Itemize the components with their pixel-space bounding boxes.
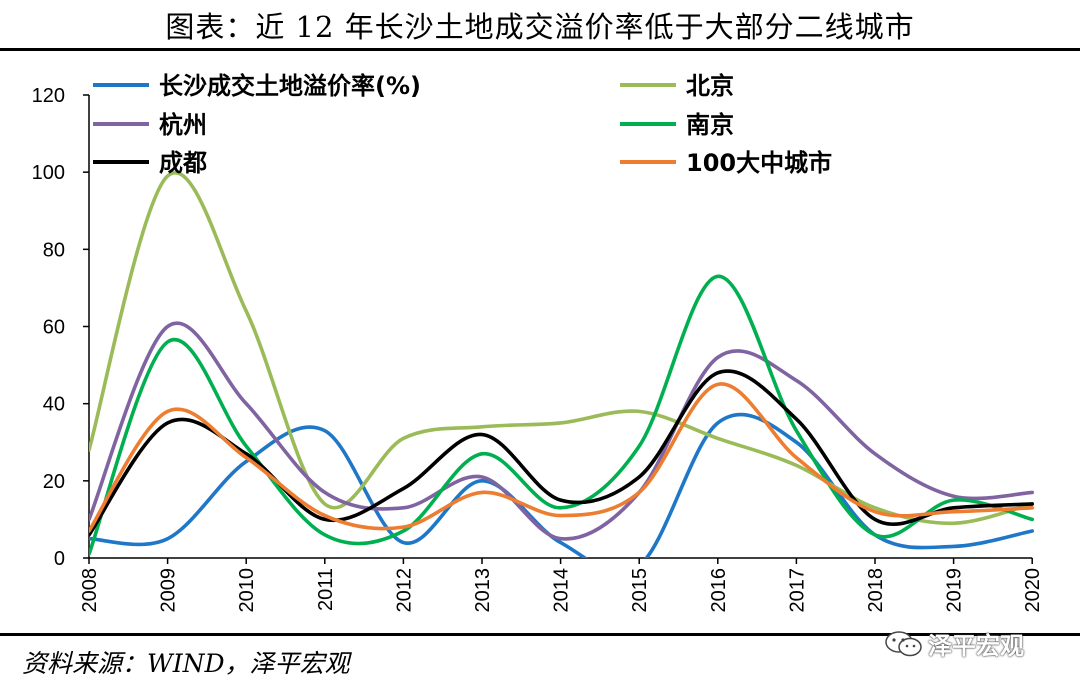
series-line-4 — [89, 369, 1034, 537]
y-tick-label: 60 — [43, 317, 65, 339]
series-line-1 — [89, 171, 1034, 526]
top-rule — [0, 48, 1080, 51]
y-tick-label: 80 — [43, 239, 65, 261]
y-tick-label: 120 — [32, 85, 65, 107]
watermark-text: 泽平宏观 — [928, 632, 1024, 660]
series-line-2 — [89, 321, 1034, 541]
legend-label-1: 北京 — [686, 72, 734, 100]
x-tick-label: 2011 — [315, 568, 337, 611]
wechat-icon — [885, 630, 922, 656]
x-tick-label: 2009 — [158, 568, 180, 613]
x-tick-label: 2018 — [865, 568, 887, 613]
series-line-0 — [89, 412, 1034, 558]
bottom-rule — [0, 633, 1080, 636]
line-chart: 0 20 40 60 80 100 120 2008 2009 2010 2011 2012 2013 2… — [32, 72, 1045, 613]
y-tick-label: 0 — [54, 548, 65, 570]
x-tick-label: 2008 — [79, 568, 101, 613]
x-tick-label: 2015 — [629, 568, 651, 613]
legend-label-3: 南京 — [686, 111, 734, 139]
source-note: 资料来源：WIND，泽平宏观 — [22, 649, 350, 678]
series-line-3 — [89, 274, 1034, 556]
legend-label-0: 长沙成交土地溢价率(%) — [159, 72, 421, 100]
y-tick-label: 100 — [32, 162, 65, 184]
legend-label-4: 成都 — [159, 149, 207, 177]
x-tick-label: 2020 — [1022, 568, 1044, 613]
y-tick-label: 40 — [43, 394, 65, 416]
x-tick-label: 2016 — [708, 568, 730, 613]
y-tick-label: 20 — [43, 471, 65, 493]
x-tick-label: 2014 — [551, 568, 573, 613]
x-tick-label: 2012 — [393, 568, 415, 613]
chart-title: 图表：近 12 年长沙土地成交溢价率低于大部分二线城市 — [165, 10, 915, 44]
series-line-5 — [89, 382, 1034, 533]
watermark: 泽平宏观 — [884, 626, 1024, 661]
x-tick-label: 2010 — [236, 568, 258, 613]
legend-label-2: 杭州 — [159, 111, 207, 139]
x-tick-label: 2019 — [944, 568, 966, 613]
x-tick-label: 2017 — [786, 568, 808, 613]
legend-label-5: 100大中城市 — [686, 149, 832, 177]
x-tick-label: 2013 — [472, 568, 494, 613]
